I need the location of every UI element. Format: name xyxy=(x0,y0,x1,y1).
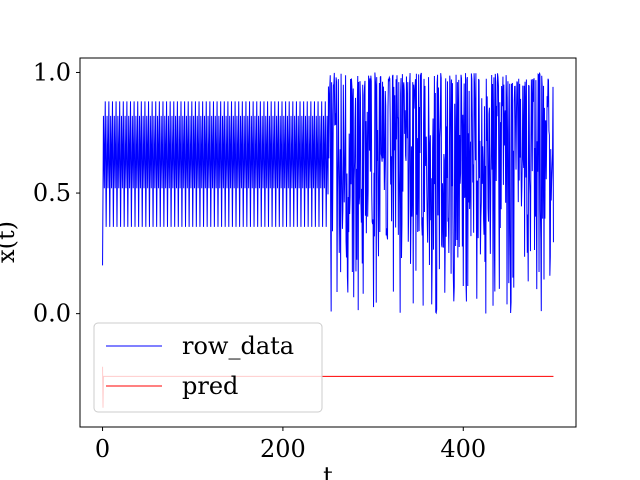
x-axis-label: t xyxy=(323,462,333,480)
legend-label-pred: pred xyxy=(182,372,238,400)
legend: row_data pred xyxy=(93,322,323,413)
axes-frame xyxy=(79,57,577,428)
x-tick-label: 0 xyxy=(95,435,110,463)
legend-label-row-data: row_data xyxy=(182,332,294,360)
legend-box xyxy=(93,322,323,413)
x-tick-label: 200 xyxy=(260,435,306,463)
ticks: 0 200 400 0.0 0.5 1.0 xyxy=(33,58,486,463)
y-axis-label: x(t) xyxy=(0,221,20,263)
y-tick-label: 0.0 xyxy=(33,300,71,328)
series-line-row-data xyxy=(102,72,554,315)
y-tick-label: 0.5 xyxy=(33,179,71,207)
y-tick-label: 1.0 xyxy=(33,58,71,86)
x-tick-label: 400 xyxy=(440,435,486,463)
